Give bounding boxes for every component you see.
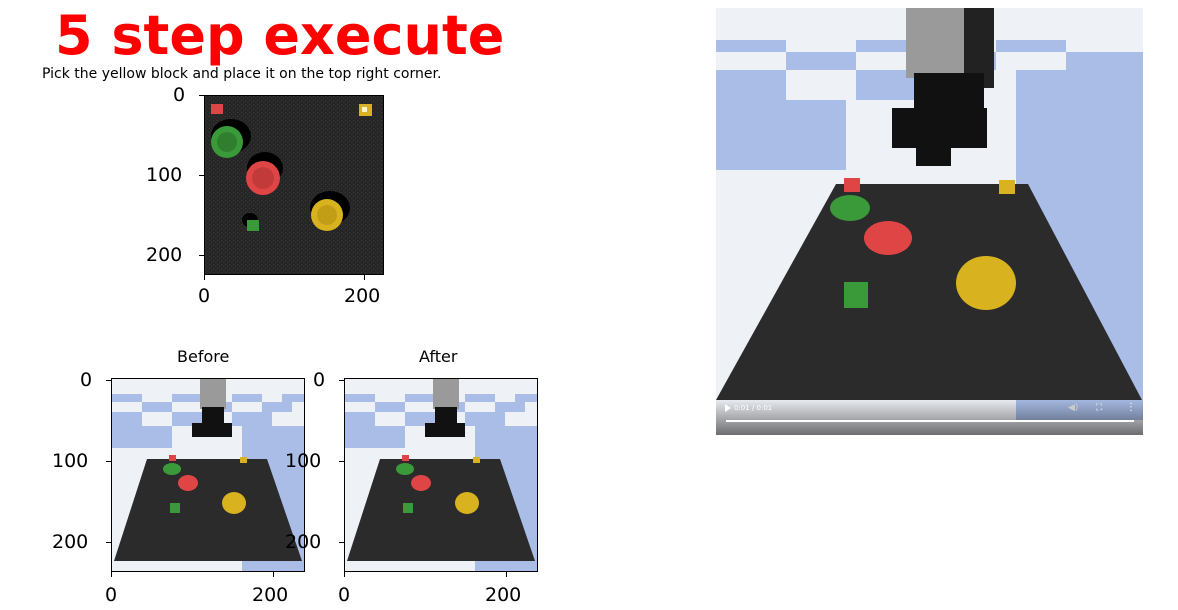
volume-icon[interactable]: ◀) [1068, 403, 1079, 413]
x-tick-label: 0 [105, 584, 118, 606]
y-tick-label: 100 [52, 450, 89, 472]
table [716, 184, 1142, 400]
table [114, 459, 302, 561]
robot-arm [433, 379, 459, 409]
y-tick-label: 100 [285, 450, 322, 472]
video-progress-bar[interactable] [726, 420, 1134, 422]
more-options-icon[interactable]: ⋮ [1126, 402, 1136, 413]
x-tick-label: 200 [252, 584, 289, 606]
task-instruction: Pick the yellow block and place it on th… [42, 66, 442, 82]
play-icon[interactable] [725, 404, 731, 412]
after-title: After [419, 347, 458, 366]
table [347, 459, 535, 561]
video-controls: 0:01 / 0:01 ◀) ⛶ ⋮ [716, 398, 1143, 435]
red-bowl [864, 221, 912, 255]
green-block [844, 282, 868, 308]
gripper [425, 423, 465, 437]
y-tick-label: 200 [52, 531, 89, 553]
yellow-bowl [956, 256, 1016, 310]
before-title: Before [177, 347, 230, 366]
video-time: 0:01 / 0:01 [734, 404, 773, 412]
red-block [844, 178, 860, 192]
red-block [211, 104, 223, 114]
y-tick-label: 200 [285, 531, 322, 553]
after-image [344, 378, 538, 572]
top-view-image [204, 95, 384, 275]
y-tick-label: 200 [146, 244, 183, 266]
green-bowl [830, 195, 870, 221]
yellow-block [999, 180, 1015, 194]
video-player[interactable]: 0:01 / 0:01 ◀) ⛶ ⋮ [716, 8, 1143, 435]
gripper [192, 423, 232, 437]
x-tick-label: 200 [344, 285, 381, 307]
y-tick-label: 0 [313, 369, 326, 391]
x-tick-label: 0 [338, 584, 351, 606]
y-tick-label: 100 [146, 164, 183, 186]
x-tick-label: 0 [198, 285, 211, 307]
y-tick-label: 0 [80, 369, 93, 391]
robot-arm [200, 379, 226, 409]
y-tick-label: 0 [173, 84, 186, 106]
page-title: 5 step execute [55, 4, 505, 67]
green-block [247, 220, 259, 231]
before-image [111, 378, 305, 572]
x-tick-label: 200 [485, 584, 522, 606]
fullscreen-icon[interactable]: ⛶ [1096, 403, 1103, 413]
